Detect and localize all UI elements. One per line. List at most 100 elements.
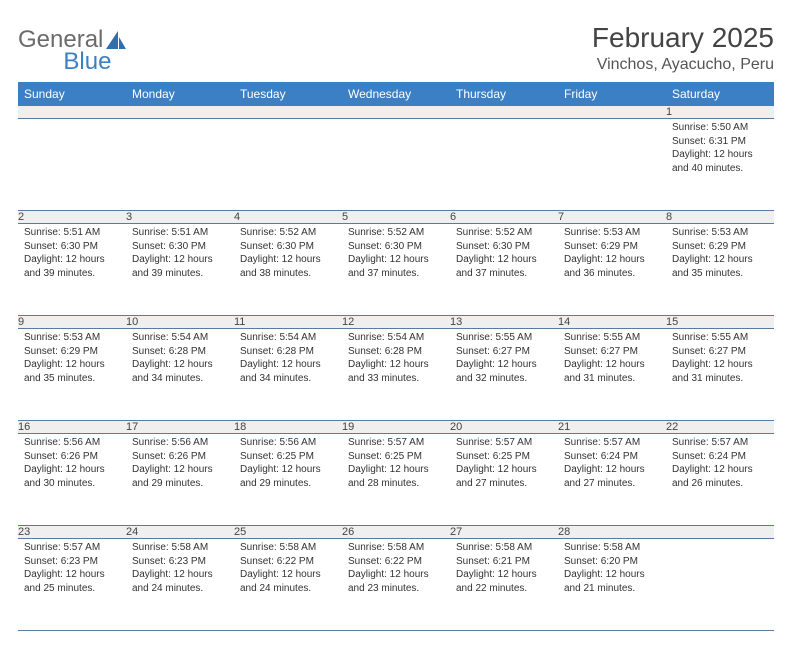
sunrise-text: Sunrise: 5:52 AM bbox=[240, 226, 336, 240]
day-info: Sunrise: 5:56 AMSunset: 6:26 PMDaylight:… bbox=[126, 434, 234, 494]
sunrise-text: Sunrise: 5:52 AM bbox=[456, 226, 552, 240]
day-number-cell: 25 bbox=[234, 526, 342, 539]
day-number-cell: 6 bbox=[450, 211, 558, 224]
day-number-cell bbox=[666, 526, 774, 539]
week-row: Sunrise: 5:51 AMSunset: 6:30 PMDaylight:… bbox=[18, 224, 774, 316]
day-number-cell: 3 bbox=[126, 211, 234, 224]
day-cell: Sunrise: 5:52 AMSunset: 6:30 PMDaylight:… bbox=[450, 224, 558, 316]
day-number-cell: 14 bbox=[558, 316, 666, 329]
day-number-cell bbox=[18, 106, 126, 119]
day-cell: Sunrise: 5:55 AMSunset: 6:27 PMDaylight:… bbox=[450, 329, 558, 421]
daylight-text: Daylight: 12 hours and 25 minutes. bbox=[24, 568, 120, 595]
day-info: Sunrise: 5:58 AMSunset: 6:22 PMDaylight:… bbox=[234, 539, 342, 599]
weekday-header: Sunday Monday Tuesday Wednesday Thursday… bbox=[18, 82, 774, 106]
sunset-text: Sunset: 6:27 PM bbox=[456, 345, 552, 359]
sunrise-text: Sunrise: 5:57 AM bbox=[564, 436, 660, 450]
day-cell: Sunrise: 5:56 AMSunset: 6:26 PMDaylight:… bbox=[18, 434, 126, 526]
sunrise-text: Sunrise: 5:55 AM bbox=[456, 331, 552, 345]
sunrise-text: Sunrise: 5:57 AM bbox=[348, 436, 444, 450]
daylight-text: Daylight: 12 hours and 29 minutes. bbox=[132, 463, 228, 490]
sunrise-text: Sunrise: 5:53 AM bbox=[564, 226, 660, 240]
day-cell: Sunrise: 5:58 AMSunset: 6:21 PMDaylight:… bbox=[450, 539, 558, 631]
day-info: Sunrise: 5:50 AMSunset: 6:31 PMDaylight:… bbox=[666, 119, 774, 179]
sunset-text: Sunset: 6:29 PM bbox=[24, 345, 120, 359]
weekday-tuesday: Tuesday bbox=[234, 82, 342, 106]
day-cell: Sunrise: 5:51 AMSunset: 6:30 PMDaylight:… bbox=[18, 224, 126, 316]
daylight-text: Daylight: 12 hours and 23 minutes. bbox=[348, 568, 444, 595]
sunrise-text: Sunrise: 5:56 AM bbox=[240, 436, 336, 450]
sunset-text: Sunset: 6:27 PM bbox=[672, 345, 768, 359]
daylight-text: Daylight: 12 hours and 35 minutes. bbox=[672, 253, 768, 280]
day-number-cell: 22 bbox=[666, 421, 774, 434]
day-cell: Sunrise: 5:57 AMSunset: 6:25 PMDaylight:… bbox=[342, 434, 450, 526]
day-info: Sunrise: 5:57 AMSunset: 6:24 PMDaylight:… bbox=[666, 434, 774, 494]
sunset-text: Sunset: 6:23 PM bbox=[132, 555, 228, 569]
weekday-sunday: Sunday bbox=[18, 82, 126, 106]
day-number-cell: 28 bbox=[558, 526, 666, 539]
daylight-text: Daylight: 12 hours and 39 minutes. bbox=[24, 253, 120, 280]
day-number-cell: 18 bbox=[234, 421, 342, 434]
daynum-row: 16171819202122 bbox=[18, 421, 774, 434]
week-row: Sunrise: 5:57 AMSunset: 6:23 PMDaylight:… bbox=[18, 539, 774, 631]
day-cell: Sunrise: 5:56 AMSunset: 6:26 PMDaylight:… bbox=[126, 434, 234, 526]
day-info: Sunrise: 5:52 AMSunset: 6:30 PMDaylight:… bbox=[342, 224, 450, 284]
day-number-cell: 15 bbox=[666, 316, 774, 329]
day-cell: Sunrise: 5:56 AMSunset: 6:25 PMDaylight:… bbox=[234, 434, 342, 526]
day-number-cell: 10 bbox=[126, 316, 234, 329]
daylight-text: Daylight: 12 hours and 35 minutes. bbox=[24, 358, 120, 385]
day-cell: Sunrise: 5:52 AMSunset: 6:30 PMDaylight:… bbox=[234, 224, 342, 316]
sunset-text: Sunset: 6:25 PM bbox=[456, 450, 552, 464]
day-info: Sunrise: 5:52 AMSunset: 6:30 PMDaylight:… bbox=[234, 224, 342, 284]
sunrise-text: Sunrise: 5:54 AM bbox=[348, 331, 444, 345]
day-info: Sunrise: 5:54 AMSunset: 6:28 PMDaylight:… bbox=[234, 329, 342, 389]
day-info: Sunrise: 5:56 AMSunset: 6:26 PMDaylight:… bbox=[18, 434, 126, 494]
day-info: Sunrise: 5:58 AMSunset: 6:21 PMDaylight:… bbox=[450, 539, 558, 599]
sunset-text: Sunset: 6:29 PM bbox=[672, 240, 768, 254]
sunset-text: Sunset: 6:24 PM bbox=[564, 450, 660, 464]
day-number-cell: 13 bbox=[450, 316, 558, 329]
day-info: Sunrise: 5:55 AMSunset: 6:27 PMDaylight:… bbox=[558, 329, 666, 389]
weekday-friday: Friday bbox=[558, 82, 666, 106]
sunset-text: Sunset: 6:21 PM bbox=[456, 555, 552, 569]
day-cell: Sunrise: 5:58 AMSunset: 6:23 PMDaylight:… bbox=[126, 539, 234, 631]
sunrise-text: Sunrise: 5:50 AM bbox=[672, 121, 768, 135]
day-cell: Sunrise: 5:57 AMSunset: 6:24 PMDaylight:… bbox=[666, 434, 774, 526]
day-number-cell: 2 bbox=[18, 211, 126, 224]
sunset-text: Sunset: 6:30 PM bbox=[456, 240, 552, 254]
brand-part2: Blue bbox=[63, 48, 111, 75]
sunset-text: Sunset: 6:25 PM bbox=[240, 450, 336, 464]
day-info: Sunrise: 5:57 AMSunset: 6:25 PMDaylight:… bbox=[450, 434, 558, 494]
day-info: Sunrise: 5:53 AMSunset: 6:29 PMDaylight:… bbox=[666, 224, 774, 284]
sunrise-text: Sunrise: 5:53 AM bbox=[672, 226, 768, 240]
sunset-text: Sunset: 6:29 PM bbox=[564, 240, 660, 254]
day-cell: Sunrise: 5:55 AMSunset: 6:27 PMDaylight:… bbox=[558, 329, 666, 421]
sunset-text: Sunset: 6:22 PM bbox=[240, 555, 336, 569]
daylight-text: Daylight: 12 hours and 34 minutes. bbox=[240, 358, 336, 385]
sunset-text: Sunset: 6:30 PM bbox=[132, 240, 228, 254]
day-cell: Sunrise: 5:57 AMSunset: 6:25 PMDaylight:… bbox=[450, 434, 558, 526]
week-row: Sunrise: 5:50 AMSunset: 6:31 PMDaylight:… bbox=[18, 119, 774, 211]
day-number-cell: 17 bbox=[126, 421, 234, 434]
sunset-text: Sunset: 6:30 PM bbox=[348, 240, 444, 254]
day-number-cell bbox=[342, 106, 450, 119]
daylight-text: Daylight: 12 hours and 28 minutes. bbox=[348, 463, 444, 490]
day-info: Sunrise: 5:58 AMSunset: 6:20 PMDaylight:… bbox=[558, 539, 666, 599]
day-cell: Sunrise: 5:52 AMSunset: 6:30 PMDaylight:… bbox=[342, 224, 450, 316]
day-cell: Sunrise: 5:54 AMSunset: 6:28 PMDaylight:… bbox=[126, 329, 234, 421]
brand-part2-wrap: GenBlue bbox=[18, 48, 774, 76]
sunset-text: Sunset: 6:28 PM bbox=[348, 345, 444, 359]
calendar-table: Sunday Monday Tuesday Wednesday Thursday… bbox=[18, 82, 774, 631]
sunrise-text: Sunrise: 5:57 AM bbox=[672, 436, 768, 450]
daylight-text: Daylight: 12 hours and 22 minutes. bbox=[456, 568, 552, 595]
day-cell: Sunrise: 5:53 AMSunset: 6:29 PMDaylight:… bbox=[18, 329, 126, 421]
daylight-text: Daylight: 12 hours and 37 minutes. bbox=[456, 253, 552, 280]
daylight-text: Daylight: 12 hours and 33 minutes. bbox=[348, 358, 444, 385]
day-number-cell: 5 bbox=[342, 211, 450, 224]
sunrise-text: Sunrise: 5:57 AM bbox=[456, 436, 552, 450]
day-info: Sunrise: 5:52 AMSunset: 6:30 PMDaylight:… bbox=[450, 224, 558, 284]
day-cell: Sunrise: 5:58 AMSunset: 6:22 PMDaylight:… bbox=[234, 539, 342, 631]
daylight-text: Daylight: 12 hours and 34 minutes. bbox=[132, 358, 228, 385]
sunset-text: Sunset: 6:31 PM bbox=[672, 135, 768, 149]
weekday-saturday: Saturday bbox=[666, 82, 774, 106]
day-cell: Sunrise: 5:50 AMSunset: 6:31 PMDaylight:… bbox=[666, 119, 774, 211]
